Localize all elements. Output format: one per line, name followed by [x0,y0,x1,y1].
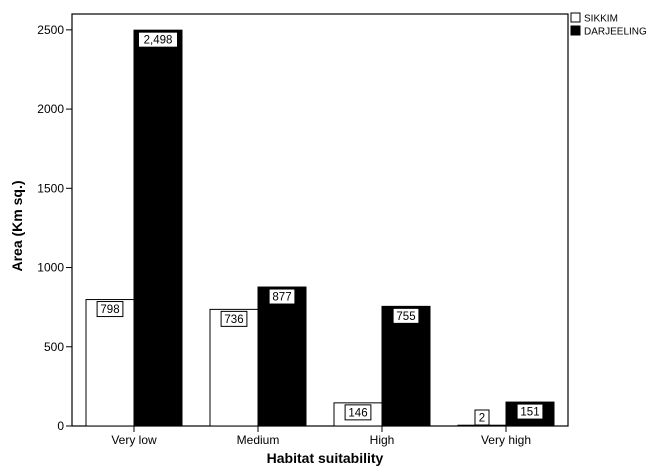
x-tick-label: Medium [237,433,280,447]
bar-darjeeling-high [381,305,431,427]
data-label: 2,498 [144,35,173,47]
bar-darjeeling-medium [257,286,307,427]
data-label: 798 [100,304,119,316]
data-label: 755 [396,311,415,323]
legend-swatch-sikkim [570,12,581,23]
data-label-box [392,307,420,324]
bar-sikkim-medium [209,308,259,427]
data-label-box [96,301,124,318]
x-axis: Very low Medium High Very high [111,426,531,447]
data-label: 877 [272,292,291,304]
x-axis-title: Habitat suitability [267,450,384,466]
legend-label-darjeeling: DARJEELING [584,27,647,38]
data-labels: 798 2,498 736 877 146 755 2 151 [96,31,544,426]
plot-frame [71,13,569,427]
data-label: 146 [348,407,367,419]
x-tick-label: High [370,433,395,447]
data-label: 2 [479,413,485,425]
data-label-box [268,288,296,305]
y-tick-label: 0 [57,419,64,433]
data-label: 736 [224,314,243,326]
y-axis-title: Area (Km sq.) [9,180,25,271]
data-label-box [220,310,248,327]
legend: SIKKIM DARJEELING [570,12,647,38]
bar-darjeeling-very-low [133,29,183,427]
bars [85,29,555,427]
data-label: 151 [520,407,539,419]
x-tick-label: Very high [481,433,531,447]
data-label-box [516,403,544,420]
y-tick-label: 2000 [37,102,64,116]
bar-sikkim-very-low [85,299,135,427]
data-label-box [138,31,178,48]
y-tick-label: 1000 [37,261,64,275]
y-tick-label: 2500 [37,23,64,37]
data-label-box [474,409,490,426]
y-tick-label: 500 [44,340,64,354]
y-tick-label: 1500 [37,181,64,195]
y-axis: 0 500 1000 1500 2000 2500 [37,13,569,433]
data-label-box [344,404,372,421]
legend-label-sikkim: SIKKIM [584,14,618,25]
legend-swatch-darjeeling [570,25,581,36]
x-tick-label: Very low [111,433,157,447]
